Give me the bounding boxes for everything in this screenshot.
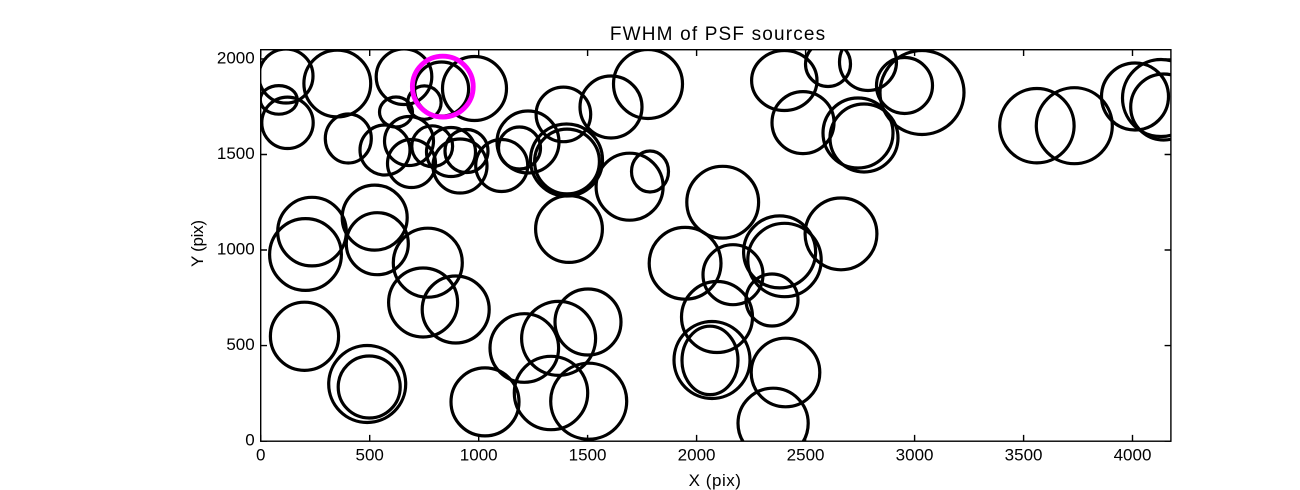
svg-text:2000: 2000 bbox=[217, 48, 255, 67]
svg-text:3000: 3000 bbox=[896, 446, 934, 465]
svg-text:500: 500 bbox=[226, 335, 254, 354]
svg-text:3500: 3500 bbox=[1005, 446, 1043, 465]
svg-text:1500: 1500 bbox=[217, 144, 255, 163]
svg-text:500: 500 bbox=[356, 446, 384, 465]
svg-text:X (pix): X (pix) bbox=[689, 471, 741, 490]
svg-text:0: 0 bbox=[256, 446, 265, 465]
svg-text:1000: 1000 bbox=[217, 239, 255, 258]
svg-text:4000: 4000 bbox=[1114, 446, 1152, 465]
svg-text:0: 0 bbox=[245, 431, 254, 450]
svg-text:Y (pix): Y (pix) bbox=[188, 220, 207, 267]
svg-text:1000: 1000 bbox=[460, 446, 498, 465]
svg-text:1500: 1500 bbox=[569, 446, 607, 465]
svg-text:2500: 2500 bbox=[787, 446, 825, 465]
svg-text:2000: 2000 bbox=[678, 446, 716, 465]
